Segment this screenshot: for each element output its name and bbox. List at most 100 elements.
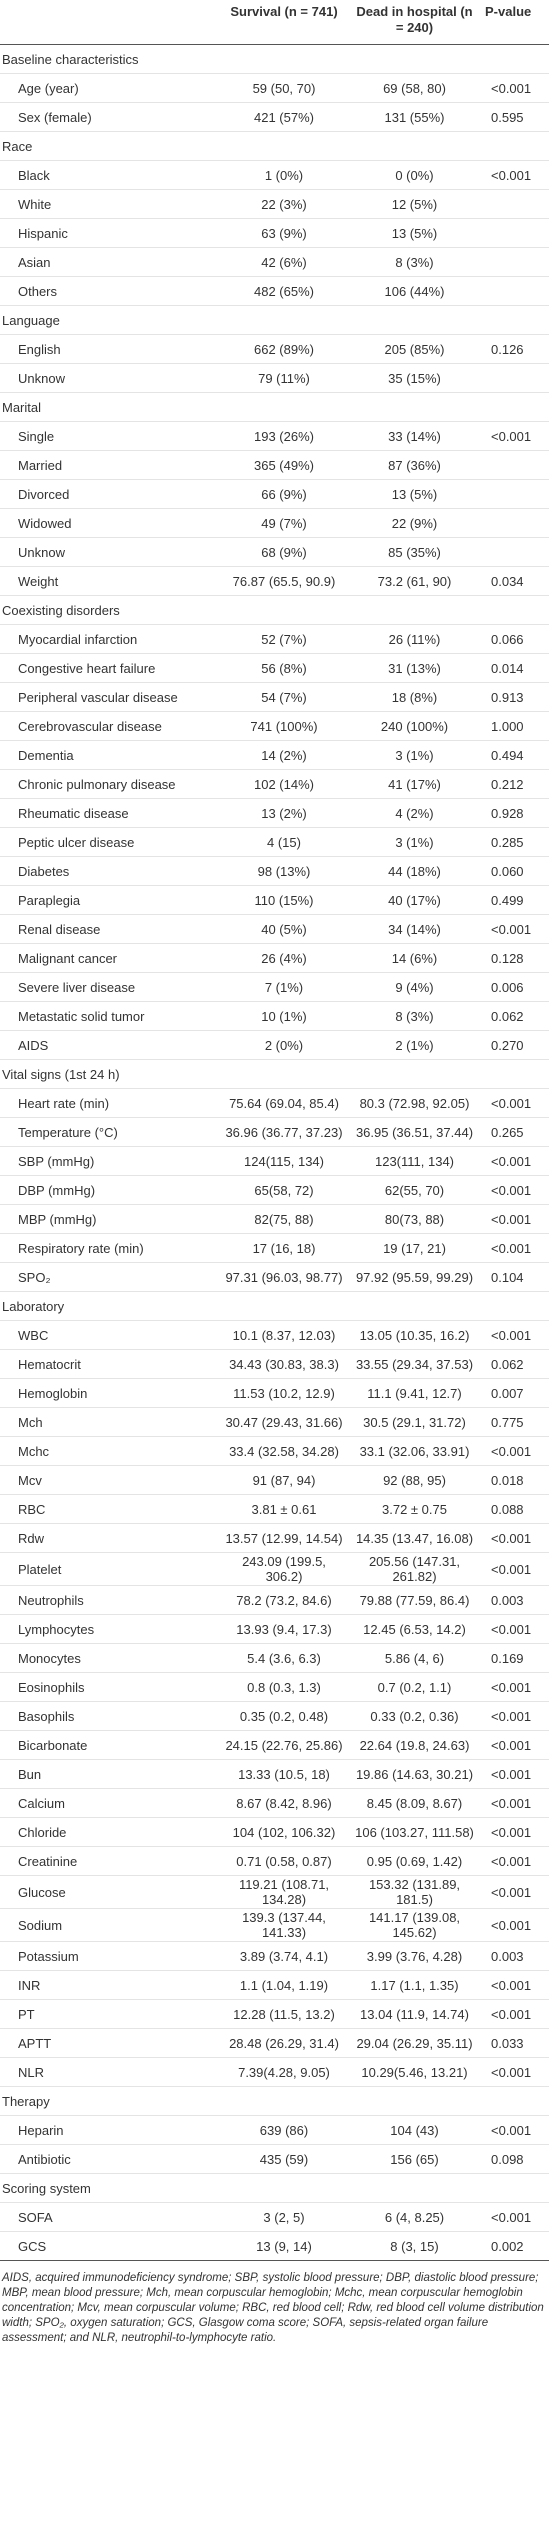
cell: <0.001 [481, 1523, 549, 1553]
cell: 33.4 (32.58, 34.28) [220, 1436, 348, 1466]
cell: 0.7 (0.2, 1.1) [348, 1672, 481, 1702]
cell: <0.001 [481, 1320, 549, 1350]
row-label: Platelet [0, 1552, 220, 1586]
cell: 123(111, 134) [348, 1146, 481, 1176]
data-row: PT 12.28 (11.5, 13.2) 13.04 (11.9, 14.74) <… [0, 1999, 549, 2029]
cell: 0.126 [481, 334, 549, 364]
cell: 14 (6%) [348, 943, 481, 973]
cell: 9 (4%) [348, 972, 481, 1002]
cell: 40 (17%) [348, 885, 481, 915]
data-row: Weight 76.87 (65.5, 90.9) 73.2 (61, 90) 0.0… [0, 566, 549, 596]
data-row: Mcv 91 (87, 94) 92 (88, 95) 0.018 [0, 1465, 549, 1495]
data-row: Asian 42 (6%) 8 (3%) [0, 247, 549, 277]
cell: 41 (17%) [348, 769, 481, 799]
cell: 193 (26%) [220, 421, 348, 451]
data-row: Respiratory rate (min) 17 (16, 18) 19 (17,… [0, 1233, 549, 1263]
cell: <0.001 [481, 1672, 549, 1702]
row-label: Dementia [0, 740, 220, 770]
cell: <0.001 [481, 1908, 549, 1942]
cell: 68 (9%) [220, 537, 348, 567]
cell: 0.018 [481, 1465, 549, 1495]
data-row: Divorced 66 (9%) 13 (5%) [0, 479, 549, 509]
cell: 156 (65) [348, 2144, 481, 2174]
data-row: Congestive heart failure 56 (8%) 31 (13%) 0… [0, 653, 549, 683]
cell: 10 (1%) [220, 1001, 348, 1031]
row-label: Cerebrovascular disease [0, 711, 220, 741]
cell [481, 218, 549, 248]
cell: 0.33 (0.2, 0.36) [348, 1701, 481, 1731]
cell: 0.066 [481, 624, 549, 654]
data-row: Rdw 13.57 (12.99, 14.54) 14.35 (13.47, 16.… [0, 1523, 549, 1553]
data-row: SBP (mmHg) 124(115, 134) 123(111, 134) <0.0… [0, 1146, 549, 1176]
row-label: Heparin [0, 2115, 220, 2145]
cell: 33 (14%) [348, 421, 481, 451]
cell: 13.57 (12.99, 14.54) [220, 1523, 348, 1553]
data-row: MBP (mmHg) 82(75, 88) 80(73, 88) <0.001 [0, 1204, 549, 1234]
cell: 482 (65%) [220, 276, 348, 306]
row-label: APTT [0, 2028, 220, 2058]
cell: <0.001 [481, 1088, 549, 1118]
cell: 26 (4%) [220, 943, 348, 973]
section-row: Therapy [0, 2086, 549, 2116]
cell [481, 276, 549, 306]
row-label: Glucose [0, 1875, 220, 1909]
row-label: RBC [0, 1494, 220, 1524]
cell: 104 (102, 106.32) [220, 1817, 348, 1847]
cell: <0.001 [481, 1175, 549, 1205]
cell: 104 (43) [348, 2115, 481, 2145]
cell: 0.104 [481, 1262, 549, 1292]
data-row: Hematocrit 34.43 (30.83, 38.3) 33.55 (29.3… [0, 1349, 549, 1379]
cell: 6 (4, 8.25) [348, 2202, 481, 2232]
cell: 22 (3%) [220, 189, 348, 219]
cell: 0.499 [481, 885, 549, 915]
data-row: Creatinine 0.71 (0.58, 0.87) 0.95 (0.69, 1… [0, 1846, 549, 1876]
section-label: Language [0, 305, 549, 335]
cell: 29.04 (26.29, 35.11) [348, 2028, 481, 2058]
row-label: Bun [0, 1759, 220, 1789]
cell: <0.001 [481, 1875, 549, 1909]
row-label: Unknow [0, 363, 220, 393]
cell: 3 (2, 5) [220, 2202, 348, 2232]
cell: 24.15 (22.76, 25.86) [220, 1730, 348, 1760]
cell: 0.212 [481, 769, 549, 799]
footnote: AIDS, acquired immunodeficiency syndrome… [2, 2272, 544, 2344]
cell: 36.95 (36.51, 37.44) [348, 1117, 481, 1147]
row-label: Monocytes [0, 1643, 220, 1673]
row-label: Lymphocytes [0, 1614, 220, 1644]
data-row: White 22 (3%) 12 (5%) [0, 189, 549, 219]
cell: 0.265 [481, 1117, 549, 1147]
row-label: Diabetes [0, 856, 220, 886]
cell: 33.55 (29.34, 37.53) [348, 1349, 481, 1379]
data-row: Single 193 (26%) 33 (14%) <0.001 [0, 421, 549, 451]
cell: 36.96 (36.77, 37.23) [220, 1117, 348, 1147]
row-label: Divorced [0, 479, 220, 509]
row-label: Creatinine [0, 1846, 220, 1876]
cell: 5.86 (4, 6) [348, 1643, 481, 1673]
row-label: AIDS [0, 1030, 220, 1060]
row-label: Hemoglobin [0, 1378, 220, 1408]
data-row: Sodium 139.3 (137.44, 141.33) 141.17 (139.… [0, 1908, 549, 1942]
row-label: Mcv [0, 1465, 220, 1495]
cell: <0.001 [481, 2057, 549, 2087]
data-row: Married 365 (49%) 87 (36%) [0, 450, 549, 480]
data-row: Mch 30.47 (29.43, 31.66) 30.5 (29.1, 31.72… [0, 1407, 549, 1437]
data-row: Potassium 3.89 (3.74, 4.1) 3.99 (3.76, 4.2… [0, 1941, 549, 1971]
row-label: Married [0, 450, 220, 480]
section-row: Coexisting disorders [0, 595, 549, 625]
row-label: PT [0, 1999, 220, 2029]
cell: 19 (17, 21) [348, 1233, 481, 1263]
data-row: GCS 13 (9, 14) 8 (3, 15) 0.002 [0, 2231, 549, 2261]
row-label: Myocardial infarction [0, 624, 220, 654]
cell: 365 (49%) [220, 450, 348, 480]
cell: 98 (13%) [220, 856, 348, 886]
cell: 8 (3, 15) [348, 2231, 481, 2261]
column-header [0, 0, 220, 45]
cell: 97.92 (95.59, 99.29) [348, 1262, 481, 1292]
cell: <0.001 [481, 1788, 549, 1818]
row-label: Neutrophils [0, 1585, 220, 1615]
row-label: Mchc [0, 1436, 220, 1466]
cell: 14.35 (13.47, 16.08) [348, 1523, 481, 1553]
cell: 0.775 [481, 1407, 549, 1437]
row-label: Chloride [0, 1817, 220, 1847]
section-row: Vital signs (1st 24 h) [0, 1059, 549, 1089]
